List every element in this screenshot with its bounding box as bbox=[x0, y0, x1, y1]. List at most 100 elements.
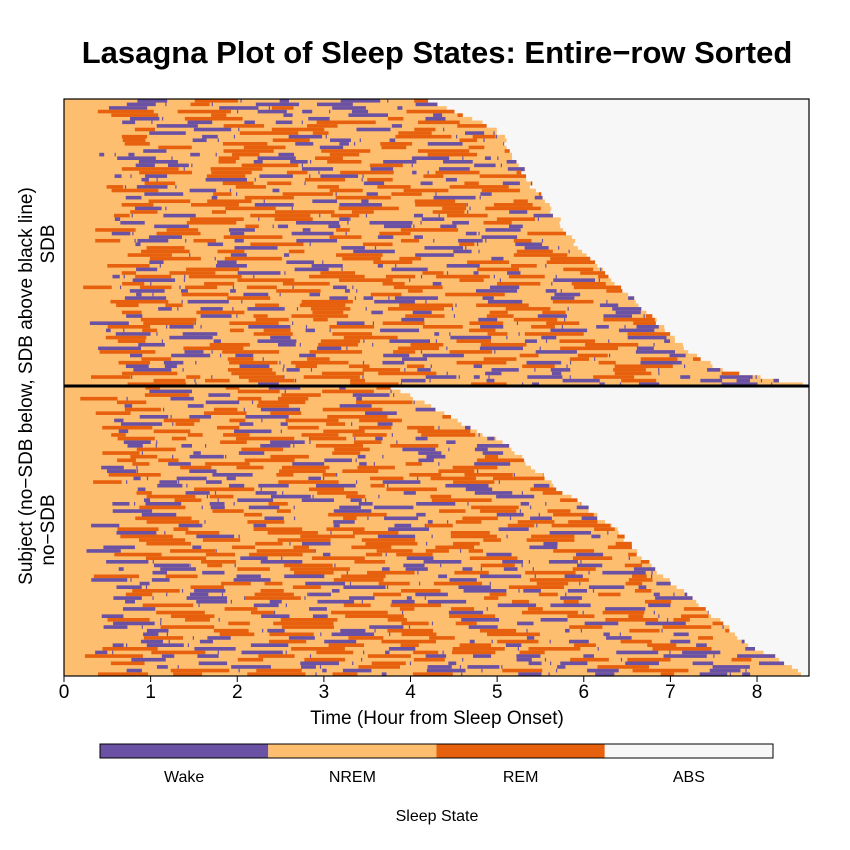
cell-wake bbox=[465, 425, 471, 430]
cell-rem bbox=[580, 502, 582, 507]
cell-wake bbox=[240, 556, 268, 561]
cell-wake bbox=[599, 382, 605, 387]
cell-rem bbox=[229, 328, 244, 333]
cell-rem bbox=[223, 124, 265, 129]
cell-wake bbox=[545, 289, 557, 294]
cell-rem bbox=[144, 393, 190, 398]
x-tick-label: 6 bbox=[578, 682, 589, 703]
cell-nrem bbox=[64, 124, 487, 129]
cell-wake bbox=[182, 332, 218, 337]
cell-rem bbox=[573, 556, 613, 561]
cell-wake bbox=[479, 574, 522, 579]
cell-rem bbox=[627, 332, 671, 337]
cell-rem bbox=[348, 636, 384, 641]
cell-rem bbox=[163, 418, 200, 423]
cell-nrem bbox=[64, 199, 545, 204]
cell-rem bbox=[121, 167, 179, 172]
cell-nrem bbox=[64, 310, 647, 315]
cell-wake bbox=[112, 650, 114, 655]
cell-wake bbox=[257, 156, 296, 161]
cell-wake bbox=[554, 292, 581, 297]
cell-wake bbox=[336, 473, 338, 478]
cell-wake bbox=[281, 556, 283, 561]
cell-wake bbox=[244, 120, 255, 125]
subject-row bbox=[64, 516, 598, 521]
cell-wake bbox=[316, 102, 353, 107]
subject-row bbox=[64, 235, 573, 240]
cell-wake bbox=[478, 249, 480, 254]
subject-row bbox=[64, 512, 598, 517]
cell-wake bbox=[283, 375, 285, 380]
cell-rem bbox=[158, 458, 179, 463]
subject-row bbox=[64, 621, 724, 626]
cell-wake bbox=[165, 206, 167, 211]
cell-rem bbox=[207, 563, 223, 568]
cell-rem bbox=[145, 556, 207, 561]
subject-row bbox=[64, 152, 512, 157]
cell-rem bbox=[190, 585, 224, 590]
cell-rem bbox=[352, 531, 399, 536]
cell-rem bbox=[83, 285, 112, 290]
cell-wake bbox=[412, 170, 417, 175]
cell-rem bbox=[134, 127, 155, 132]
cell-rem bbox=[381, 639, 437, 644]
subject-row bbox=[64, 364, 713, 369]
cell-wake bbox=[532, 382, 540, 387]
cell-rem bbox=[315, 156, 343, 161]
cell-rem bbox=[204, 411, 247, 416]
cell-wake bbox=[636, 325, 659, 329]
cell-rem bbox=[563, 599, 579, 604]
cell-rem bbox=[400, 228, 459, 233]
cell-wake bbox=[485, 228, 521, 233]
cell-wake bbox=[607, 531, 609, 536]
cell-wake bbox=[383, 353, 410, 358]
cell-wake bbox=[149, 131, 186, 136]
cell-nrem bbox=[64, 375, 761, 380]
cell-wake bbox=[365, 498, 367, 503]
cell-nrem bbox=[64, 307, 642, 312]
cell-rem bbox=[213, 407, 238, 412]
cell-rem bbox=[97, 109, 154, 114]
cell-wake bbox=[550, 661, 552, 666]
cell-nrem bbox=[64, 541, 632, 546]
cell-rem bbox=[530, 487, 557, 492]
cell-wake bbox=[354, 296, 357, 301]
cell-wake bbox=[606, 299, 608, 304]
cell-wake bbox=[551, 371, 562, 376]
cell-nrem bbox=[64, 235, 573, 240]
cell-wake bbox=[262, 357, 264, 362]
cell-wake bbox=[485, 238, 487, 243]
cell-wake bbox=[415, 253, 454, 258]
cell-wake bbox=[742, 672, 751, 677]
cell-wake bbox=[285, 650, 287, 655]
cell-wake bbox=[341, 246, 365, 251]
cell-wake bbox=[526, 360, 562, 365]
cell-rem bbox=[353, 440, 382, 445]
cell-rem bbox=[508, 274, 545, 279]
cell-rem bbox=[143, 636, 184, 641]
subject-row bbox=[64, 567, 656, 572]
cell-rem bbox=[644, 599, 672, 604]
cell-wake bbox=[302, 109, 313, 114]
cell-wake bbox=[465, 231, 477, 236]
cell-rem bbox=[560, 346, 619, 351]
cell-rem bbox=[459, 138, 478, 143]
cell-wake bbox=[284, 574, 325, 579]
cell-wake bbox=[389, 339, 431, 344]
cell-wake bbox=[189, 592, 209, 597]
cell-wake bbox=[620, 657, 623, 662]
cell-wake bbox=[273, 610, 276, 615]
subject-row bbox=[64, 599, 697, 604]
cell-wake bbox=[186, 483, 188, 488]
subject-row bbox=[64, 131, 497, 136]
cell-wake bbox=[567, 307, 569, 312]
cell-rem bbox=[326, 527, 365, 532]
cell-wake bbox=[387, 483, 389, 488]
subject-row bbox=[64, 99, 429, 103]
cell-wake bbox=[302, 228, 311, 233]
cell-wake bbox=[221, 592, 224, 597]
cell-wake bbox=[557, 665, 566, 670]
cell-rem bbox=[479, 174, 527, 179]
cell-rem bbox=[563, 267, 594, 272]
cell-wake bbox=[232, 285, 235, 290]
